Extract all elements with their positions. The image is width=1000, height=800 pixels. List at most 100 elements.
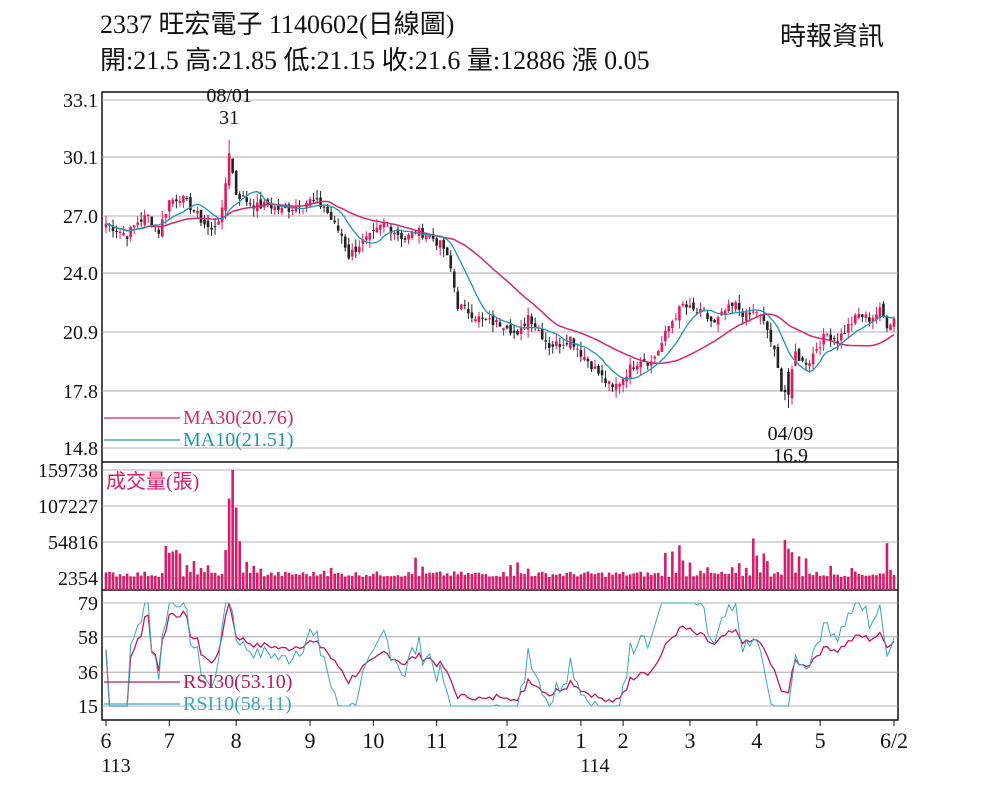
volume-bar [213,572,217,590]
volume-bar [558,573,562,590]
volume-bar [315,575,319,590]
volume-bar [481,574,484,590]
volume-bar [273,575,277,590]
volume-bar [460,571,463,590]
volume-bar [238,541,241,590]
volume-bar [597,572,600,590]
volume-bar [699,570,702,590]
candle-body [396,229,400,236]
volume-bar [794,572,797,590]
candle-body [850,324,854,326]
volume-bar [160,573,164,590]
candle-body [428,234,431,238]
x-tick-label: 11 [426,728,447,753]
volume-bar [818,575,822,590]
volume-bar [400,576,403,590]
candle-body [361,239,365,244]
volume-bar [804,558,808,590]
candle-body [196,211,199,214]
candle-body [861,314,864,318]
volume-bar [889,570,892,590]
candle-body [723,310,727,315]
volume-bar [519,573,523,590]
x-tick-label: 12 [496,728,518,753]
candle-body [206,220,210,227]
candle-body [498,322,502,327]
candle-body [379,225,382,230]
volume-bar [565,572,569,590]
candle-body [716,317,720,325]
low-date-label: 04/09 [768,423,814,445]
candle-body [241,195,245,197]
volume-bar [284,571,287,590]
candle-body [878,307,882,319]
volume-bar [667,576,671,590]
volume-bar [685,576,688,590]
candle-body [238,194,241,200]
volume-bar [695,575,699,590]
candle-body [160,219,164,237]
volume-bar [702,573,706,590]
candle-body [685,304,688,308]
candle-body [583,356,586,361]
volume-bar [294,573,298,590]
volume-bar [220,574,224,590]
volume-bar [495,575,498,590]
candle-body [709,316,713,322]
candle-body [692,302,695,310]
candle-body [519,326,523,335]
rsi30-line [105,602,895,707]
volume-bar [470,573,474,590]
candle-body [192,210,196,212]
volume-bar [604,576,607,590]
candle-body [291,210,294,212]
candle-body [382,222,386,228]
volume-bar [136,572,139,590]
volume-bar [442,575,446,590]
volume-bar [554,574,558,590]
candle-body [125,236,129,240]
volume-bar [287,572,291,590]
candle-body [375,227,379,233]
volume-bar [526,568,530,590]
candle-body [611,384,614,387]
candle-body [635,365,639,370]
x-tick-label: 10 [362,728,384,753]
source-label: 時報資訊 [780,22,885,51]
candle-body [248,203,252,205]
volume-bar [797,556,801,590]
candle-body [477,316,481,323]
volume-bar [614,572,618,590]
volume-bar [875,575,878,590]
volume-bar [182,576,185,590]
candle-body [667,326,671,332]
x-tick-label: 2 [618,728,629,753]
volume-bar [509,565,512,590]
volume-bar [231,470,234,590]
volume-bar [252,565,256,590]
candle-body [516,331,519,335]
candle-body [410,231,414,238]
candle-body [456,291,460,309]
volume-bar [410,573,414,590]
volume-bar [671,551,674,590]
candle-body [431,234,435,239]
volume-bar [308,576,312,590]
volume-bar [720,571,723,590]
volume-bar [759,572,762,590]
candle-body [547,343,551,348]
volume-bar [878,573,882,590]
volume-bar [871,574,875,590]
volume-bar [762,553,766,590]
candle-body [892,318,896,327]
volume-bar [744,567,748,590]
candle-body [604,378,607,383]
volume-bar [396,575,400,590]
candle-body [681,303,685,306]
candle-body [586,358,590,362]
volume-bar [350,575,354,590]
volume-bar [143,571,146,590]
volume-bar [678,545,681,590]
volume-bar [607,572,611,590]
